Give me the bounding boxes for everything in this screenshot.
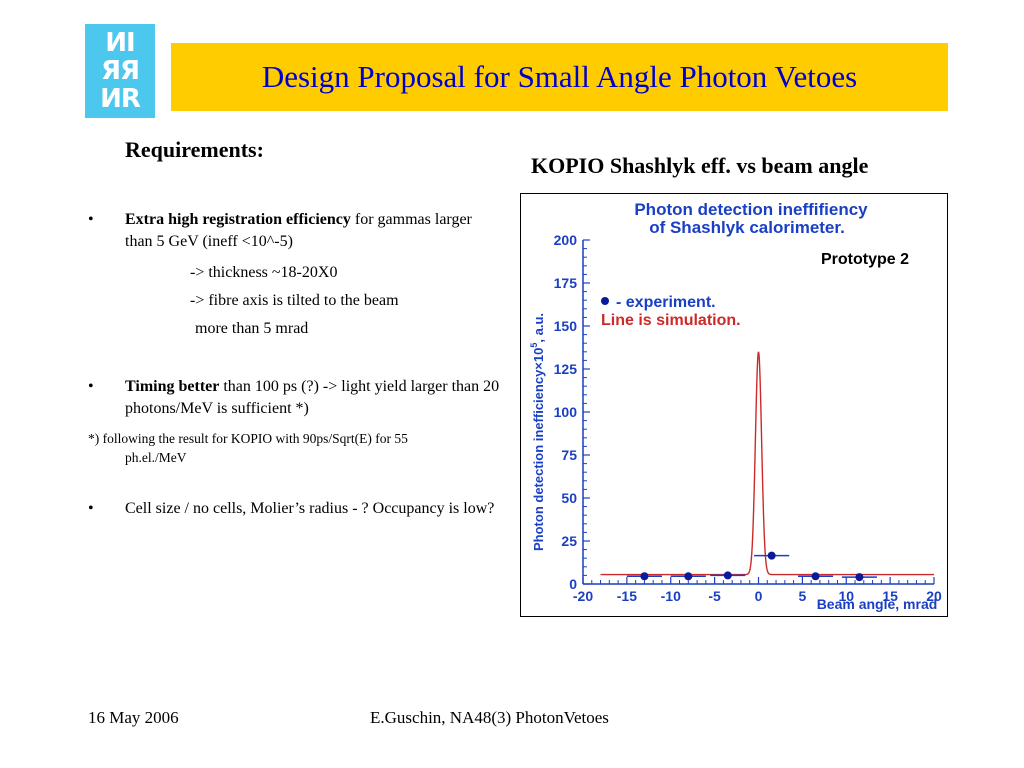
footer-author: E.Guschin, NA48(3) PhotonVetoes (370, 708, 609, 727)
legend-marker-experiment (601, 297, 609, 305)
y-axis-label: Photon detection inefficiency×105, a.u. (529, 313, 546, 551)
chart-annotation: Prototype 2 (821, 251, 909, 268)
bullet-marker: • (88, 500, 94, 517)
bullet-text: than 100 ps (?) -> light yield larger th… (125, 378, 500, 417)
chart-heading: KOPIO Shashlyk eff. vs beam angle (531, 153, 869, 178)
y-tick-label: 200 (554, 232, 578, 248)
x-tick-label: 10 (838, 588, 854, 604)
bullet-cell-size: • Cell size / no cells, Molier’s radius … (88, 498, 500, 520)
y-tick-label: 0 (569, 576, 577, 592)
chart-title-line-2: of Shashlyk calorimeter. (649, 218, 845, 237)
legend-simulation: Line is simulation. (601, 312, 741, 329)
bullet-bold: Extra high registration efficiency (125, 211, 351, 228)
slide-title: Design Proposal for Small Angle Photon V… (261, 59, 858, 94)
experiment-point (811, 572, 820, 581)
title-bar: Design Proposal for Small Angle Photon V… (171, 43, 948, 111)
bullet-text: Cell size / no cells, Molier’s radius - … (125, 500, 495, 517)
bullet-marker: • (88, 378, 94, 395)
footer-date: 16 May 2006 (88, 708, 179, 727)
logo-line-1: ИI (105, 28, 135, 58)
bullet-timing: • Timing better than 100 ps (?) -> light… (88, 376, 500, 420)
x-tick-label: -5 (708, 588, 721, 604)
x-axis-label: Beam angle, mrad (817, 596, 938, 612)
experiment-point (684, 572, 693, 581)
x-tick-label: -10 (661, 588, 681, 604)
sub-item-fibre-axis: -> fibre axis is tilted to the beam (190, 292, 399, 309)
bullet-marker: • (88, 211, 94, 228)
x-tick-label: 15 (882, 588, 898, 604)
sub-item-thickness: -> thickness ~18-20X0 (190, 264, 338, 281)
x-tick-label: 20 (926, 588, 942, 604)
sub-item-mrad: more than 5 mrad (195, 320, 309, 337)
experiment-point (855, 573, 864, 582)
x-tick-label: 5 (798, 588, 806, 604)
bullet-efficiency: • Extra high registration efficiency for… (88, 209, 500, 253)
experiment-point (767, 551, 776, 560)
y-tick-label: 50 (561, 490, 577, 506)
x-tick-label: -15 (617, 588, 637, 604)
y-axis-label-main: Photon detection inefficiency×10 (531, 348, 546, 551)
inefficiency-chart: Photon detection ineffifiency of Shashly… (529, 200, 942, 612)
institute-logo: ИI ЯЯ ИR (85, 24, 155, 118)
y-axis-label-suffix: , a.u. (531, 313, 546, 343)
footnote: *) following the result for KOPIO with 9… (88, 429, 498, 467)
y-tick-label: 25 (561, 533, 577, 549)
logo-line-2: ЯЯ (100, 56, 140, 86)
footnote-line-1: *) following the result for KOPIO with 9… (88, 431, 408, 446)
footnote-line-2: ph.el./MeV (125, 450, 187, 465)
chart-frame: Photon detection ineffifiency of Shashly… (520, 193, 948, 617)
bullet-text: for gammas larger than 5 GeV (ineff <10^… (125, 211, 472, 250)
y-tick-label: 150 (554, 318, 578, 334)
x-tick-label: -20 (573, 588, 593, 604)
y-tick-label: 125 (554, 361, 578, 377)
requirements-heading: Requirements: (125, 137, 264, 162)
x-tick-label: 0 (755, 588, 763, 604)
experiment-point (640, 572, 649, 581)
y-tick-label: 175 (554, 275, 578, 291)
chart-title-line-1: Photon detection ineffifiency (634, 200, 868, 219)
y-tick-label: 75 (561, 447, 577, 463)
y-axis-label-exponent: 5 (529, 343, 539, 348)
logo-line-3: ИR (100, 84, 141, 114)
experiment-point (723, 571, 732, 580)
legend-experiment: - experiment. (616, 294, 716, 311)
bullet-bold: Timing better (125, 378, 220, 395)
simulation-line (600, 351, 934, 576)
y-tick-label: 100 (554, 404, 578, 420)
